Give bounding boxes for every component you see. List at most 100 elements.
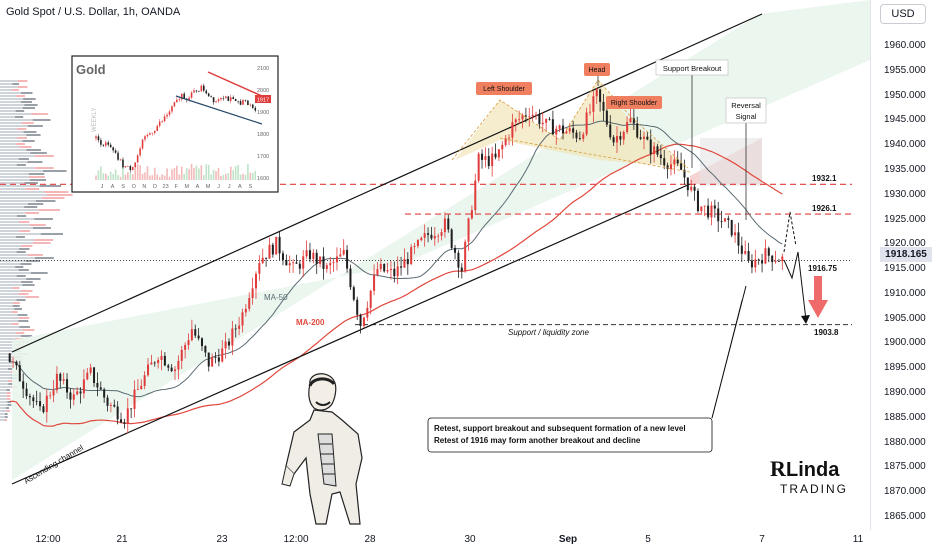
- volume-profile-bar: [29, 224, 46, 226]
- x-tick-label: 21: [116, 534, 128, 545]
- candle-body: [221, 348, 224, 362]
- volume-profile-bar: [19, 248, 30, 250]
- inset-candle-body: [97, 136, 100, 141]
- inset-candle-body: [122, 159, 124, 168]
- candle-body: [265, 257, 268, 259]
- candle-body: [153, 362, 156, 364]
- volume-profile-bar: [8, 380, 13, 382]
- candle-body: [747, 250, 750, 261]
- inset-volume-bar: [109, 171, 112, 180]
- inset-volume-bar: [100, 166, 102, 180]
- volume-profile-bar: [22, 140, 35, 142]
- candle-body: [163, 355, 166, 366]
- volume-profile-bar: [0, 146, 21, 148]
- candle-body: [18, 365, 21, 382]
- volume-profile-bar: [34, 218, 53, 220]
- candle-body: [622, 132, 625, 140]
- candle-body: [420, 237, 423, 241]
- volume-profile-bar: [0, 179, 30, 181]
- volume-profile-bar: [0, 152, 31, 154]
- volume-profile-bar: [0, 140, 23, 142]
- volume-profile-bar: [0, 398, 7, 400]
- inset-candle-body: [178, 99, 181, 100]
- candle-body: [423, 233, 426, 238]
- currency-button[interactable]: USD: [880, 4, 926, 24]
- candle-body: [406, 259, 409, 265]
- price-axis[interactable]: [870, 0, 932, 530]
- volume-profile-bar: [26, 149, 41, 151]
- candle-body: [275, 236, 278, 255]
- red-down-arrow: [808, 276, 828, 318]
- inset-x-tick: A: [238, 184, 242, 190]
- reversal-signal-label-2: Signal: [736, 112, 757, 121]
- volume-profile-bar: [20, 146, 32, 148]
- candle-body: [730, 219, 733, 236]
- candle-body: [160, 355, 163, 360]
- inset-volume-bar: [105, 173, 107, 180]
- candle-body: [362, 317, 365, 327]
- candle-body: [126, 408, 129, 424]
- volume-profile-bar: [0, 317, 19, 319]
- volume-profile-bar: [4, 419, 7, 421]
- volume-profile-bar: [0, 80, 18, 82]
- volume-profile-bar: [0, 161, 28, 163]
- inset-volume-bar: [95, 175, 97, 180]
- candle-body: [602, 101, 605, 111]
- x-tick-label: Sep: [558, 534, 578, 545]
- x-tick-label: 12:00: [283, 534, 309, 545]
- volume-profile-bar: [0, 263, 21, 265]
- inset-volume-bar: [144, 172, 146, 180]
- volume-profile-bar: [15, 110, 25, 112]
- volume-profile-bar: [0, 194, 47, 196]
- volume-profile-bar: [0, 128, 18, 130]
- inset-volume-bar: [119, 176, 122, 180]
- candle-body: [238, 325, 241, 329]
- candle-body: [494, 153, 497, 158]
- candle-body: [646, 136, 649, 140]
- candle-body: [626, 122, 629, 133]
- volume-profile-bar: [32, 119, 51, 121]
- volume-profile-bar: [0, 386, 12, 388]
- inset-volume-bar: [102, 173, 105, 180]
- inset-resistance-line: [207, 71, 263, 97]
- volume-profile-bar: [6, 398, 11, 400]
- candle-body: [599, 89, 602, 102]
- volume-profile-bar: [18, 158, 29, 160]
- reversal-signal-label-1: Reversal: [731, 101, 761, 110]
- y-tick-label: 1915.000: [884, 263, 926, 275]
- candle-body: [288, 263, 291, 266]
- channel-upper-line: [11, 13, 763, 353]
- volume-profile-bar: [4, 413, 8, 415]
- volume-profile-bar: [0, 320, 19, 322]
- candle-body: [605, 110, 608, 125]
- level-1932-label: 1932.1: [812, 174, 837, 183]
- inset-volume-bar: [215, 171, 217, 180]
- inset-support-line: [175, 95, 263, 125]
- candle-body: [177, 360, 180, 370]
- candle-body: [28, 396, 31, 398]
- candle-body: [636, 123, 639, 138]
- volume-profile-bar: [0, 311, 12, 313]
- candle-body: [79, 391, 82, 394]
- volume-profile-bar: [0, 164, 17, 166]
- volume-profile-bar: [34, 257, 54, 259]
- support-breakout-label: Support Breakout: [663, 64, 722, 73]
- candle-body: [723, 218, 726, 222]
- inset-x-tick: O: [132, 184, 137, 190]
- candle-body: [514, 119, 517, 123]
- inset-volume-bar: [139, 165, 141, 180]
- volume-profile-bar: [0, 404, 8, 406]
- inset-candle-body: [112, 147, 114, 151]
- candle-body: [93, 367, 96, 383]
- level-1926-label: 1926.1: [812, 204, 837, 213]
- volume-profile-bar: [0, 341, 19, 343]
- volume-profile-bar: [0, 362, 13, 364]
- channel-fill: [12, 0, 870, 480]
- candle-body: [713, 205, 716, 209]
- candle-body: [410, 247, 413, 265]
- volume-profile-bar: [0, 248, 20, 250]
- candle-body: [595, 89, 598, 97]
- candle-body: [504, 138, 507, 145]
